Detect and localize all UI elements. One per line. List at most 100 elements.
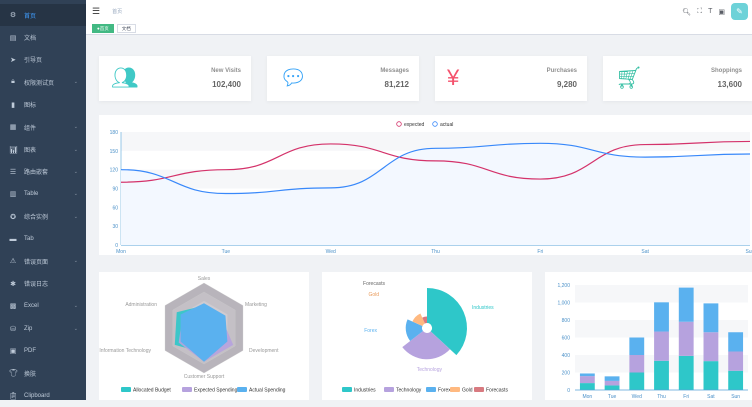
y-tick-label: 800: [562, 318, 571, 324]
sidebar-item-documentation[interactable]: ▤ 文档: [0, 26, 86, 48]
sidebar-item-label: 路由嵌套: [24, 170, 49, 177]
chart-icon: 📊︎: [9, 146, 18, 154]
breadcrumb[interactable]: 首页: [112, 9, 123, 15]
x-tick-label: Tue: [608, 394, 617, 400]
bar-segment: [703, 303, 719, 333]
language-icon[interactable]: ▣: [718, 8, 725, 16]
tab-icon: ▬: [9, 235, 17, 243]
sidebar-item-table[interactable]: ▥ Table ⌄: [0, 183, 86, 205]
x-tick-label: Wed: [632, 394, 642, 400]
sidebar-item-guide[interactable]: ➤ 引导页: [0, 49, 86, 71]
legend-label: Allocated Budget: [133, 388, 171, 394]
x-tick-label: Sun: [746, 249, 752, 255]
legend-label: Technology: [396, 388, 422, 394]
pie-slice-industries: [427, 288, 467, 356]
sidebar-item-excel[interactable]: ▩ Excel ⌄: [0, 295, 86, 317]
bar-segment: [654, 331, 669, 361]
zip-icon: ⛁: [10, 325, 16, 333]
legend-label: Actual Spending: [249, 388, 286, 394]
bar-segment: [579, 376, 595, 384]
bar-segment: [728, 370, 744, 390]
legend-marker: [384, 387, 394, 392]
bar-segment: [629, 355, 645, 373]
card-value: 102,400: [212, 80, 241, 89]
sidebar-item-label: 权限测试页: [24, 80, 55, 87]
grid-band: [575, 285, 748, 303]
sidebar-item-icon[interactable]: ▮ 图标: [0, 94, 86, 116]
clipboard-icon: 📋︎: [9, 392, 18, 400]
documentation-icon: ▤: [9, 34, 17, 42]
card-new-visits[interactable]: 👥︎ New Visits 102,400: [99, 56, 251, 101]
sidebar-item-nested[interactable]: ☰ 路由嵌套 ⌄: [0, 161, 86, 183]
chevron-down-icon: ⌄: [73, 168, 78, 175]
card-label: Shoppings: [711, 68, 742, 74]
tag-label: 文档: [121, 25, 131, 31]
bar-segment: [604, 376, 620, 381]
sidebar-item-chart[interactable]: 📊︎ 图表 ⌄: [0, 138, 86, 160]
pie-label: Technology: [417, 367, 443, 373]
y-tick-label: 120: [110, 168, 119, 174]
x-tick-label: Thu: [657, 394, 666, 400]
sidebar-item-label: Clipboard: [24, 392, 50, 399]
size-icon[interactable]: T: [708, 8, 713, 15]
sidebar-item-label: 图标: [24, 103, 37, 110]
legend-label: Expected Spending: [194, 388, 238, 394]
sidebar-item-bug[interactable]: ✱ 错误日志: [0, 273, 86, 295]
pie-label: Forecasts: [363, 281, 385, 287]
x-tick-label: Wed: [326, 249, 336, 255]
card-label: New Visits: [211, 68, 241, 74]
sidebar-item-clipboard[interactable]: 📋︎ Clipboard: [0, 385, 86, 407]
sidebar-item-label: 组件: [24, 125, 37, 132]
x-tick-label: Fri: [683, 394, 689, 400]
sidebar-item-pdf[interactable]: ▣ PDF: [0, 340, 86, 362]
sidebar-item-dashboard[interactable]: ⚙ 首页: [0, 4, 86, 27]
sidebar-item-label: Tab: [24, 236, 34, 243]
peoples-icon: 👥︎: [111, 65, 139, 90]
chevron-down-icon: ⌄: [73, 146, 78, 153]
y-tick-label: 180: [110, 130, 119, 136]
legend-marker: [237, 387, 247, 392]
lock-icon: 🔒︎: [11, 78, 15, 86]
card-label: Messages: [380, 68, 409, 74]
sidebar-item-404[interactable]: ⚠ 错误页面 ⌄: [0, 250, 86, 272]
bar-segment: [654, 360, 669, 390]
bug-icon: ✱: [10, 280, 16, 288]
fullscreen-icon[interactable]: ⛶: [697, 7, 703, 15]
card-value: 81,212: [384, 80, 409, 89]
legend-label: Forecasts: [486, 388, 508, 394]
hamburger-icon[interactable]: ☰: [92, 6, 101, 16]
search-icon[interactable]: 🔍︎: [682, 8, 692, 16]
card-messages[interactable]: 💬︎ Messages 81,212: [267, 56, 419, 101]
radar-indicator-label: Development: [249, 348, 279, 354]
avatar[interactable]: ✎: [731, 3, 748, 20]
x-tick-label: Sat: [641, 249, 649, 255]
bar-segment: [604, 380, 620, 386]
message-icon: 💬︎: [279, 65, 307, 90]
tags-view: ● 首页 文档: [86, 23, 752, 35]
sidebar-item-zip[interactable]: ⛁ Zip ⌄: [0, 317, 86, 339]
sidebar-item-theme[interactable]: 👕︎ 换肤: [0, 362, 86, 384]
bar-segment: [728, 332, 744, 352]
tag-dashboard[interactable]: ● 首页: [92, 24, 114, 33]
nested-icon: ☰: [9, 168, 17, 176]
card-shoppings[interactable]: 🛒︎ Shoppings 13,600: [603, 56, 752, 101]
404-icon: ⚠: [9, 258, 17, 266]
sidebar-item-example[interactable]: ✪ 综合实例 ⌄: [0, 206, 86, 228]
card-purchases[interactable]: ¥ Purchases 9,280: [435, 56, 587, 101]
sidebar-item-component[interactable]: ▦ 组件 ⌄: [0, 116, 86, 138]
radar-indicator-label: Customer Support: [184, 374, 225, 380]
x-tick-label: Sat: [707, 394, 715, 400]
legend-marker: [432, 121, 438, 127]
grid-band: [121, 132, 750, 151]
card-value: 13,600: [717, 80, 742, 89]
icon-icon: ▮: [11, 101, 15, 109]
sidebar-item-tab[interactable]: ▬ Tab: [0, 228, 86, 250]
chevron-down-icon: ⌄: [73, 303, 78, 310]
y-tick-label: 90: [112, 187, 118, 193]
x-tick-label: Sun: [731, 394, 740, 400]
sidebar-item-lock[interactable]: 🔒︎ 权限测试页 ⌄: [0, 71, 86, 93]
bar-segment: [629, 337, 645, 355]
bar-segment: [629, 372, 645, 390]
tag-documentation[interactable]: 文档: [116, 24, 136, 33]
sidebar-item-label: 换肤: [24, 371, 37, 378]
